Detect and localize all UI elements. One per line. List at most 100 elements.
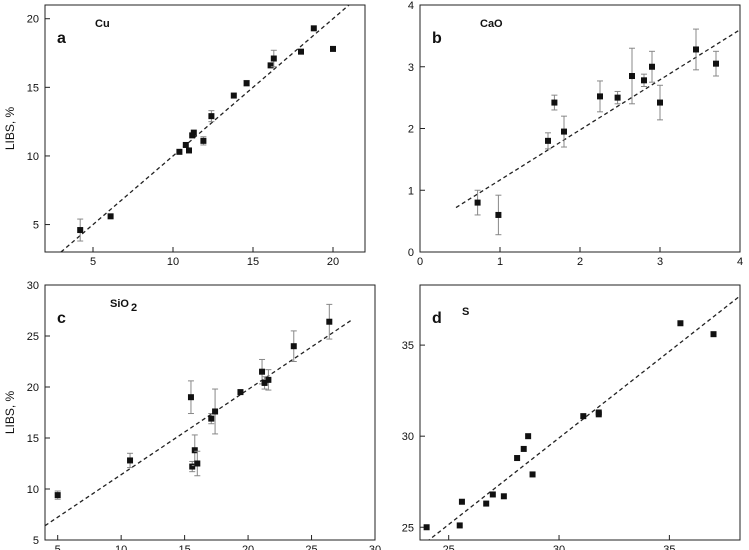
data-point [208, 415, 215, 422]
data-point [267, 62, 274, 69]
data-point [456, 522, 463, 529]
data-point [483, 500, 490, 507]
data-point [629, 73, 635, 80]
x-tick-label-d: 30 [553, 544, 565, 550]
x-tick-label-b: 3 [657, 256, 663, 268]
x-tick-label-c: 30 [369, 544, 381, 550]
panel-letter-a: a [57, 30, 66, 47]
panel-element-b: CaO [480, 18, 503, 30]
x-tick-label-a: 20 [327, 256, 339, 268]
data-point [710, 331, 717, 338]
plot-frame-a [44, 4, 366, 253]
y-tick-label-c: 25 [27, 331, 39, 343]
data-point [551, 99, 558, 106]
panel-d: 25 30 35 25 30 35 d S [402, 284, 741, 550]
data-point [561, 128, 567, 135]
fit-line-b [455, 29, 740, 209]
y-tick-label-b: 1 [408, 185, 414, 197]
data-point [597, 93, 603, 100]
panel-element-subscript-c: 2 [131, 302, 137, 314]
data-point [270, 55, 277, 62]
y-axis-title-a: LIBS, % [3, 106, 17, 150]
panel-c: 5 10 15 20 25 30 5 10 15 20 25 30 LIBS, % c SiO 2 [3, 280, 381, 550]
data-point [298, 48, 304, 55]
data-point [237, 389, 244, 396]
y-tick-label-a: 15 [27, 82, 39, 94]
data-point [657, 99, 663, 106]
x-tick-label-d: 35 [663, 544, 675, 550]
panel-letter-c: c [57, 310, 66, 327]
y-tick-label-a: 10 [27, 151, 39, 163]
x-tick-label-b: 1 [497, 256, 503, 268]
y-tick-label-b: 0 [408, 247, 414, 259]
x-tick-label-b: 4 [737, 256, 743, 268]
data-point [182, 141, 189, 148]
data-point [330, 45, 336, 52]
data-point [176, 148, 183, 155]
x-tick-label-a: 10 [167, 256, 179, 268]
y-tick-label-c: 5 [33, 535, 39, 547]
y-tick-label-a: 20 [27, 14, 39, 26]
y-tick-label-a: 5 [33, 220, 39, 232]
x-tick-label-c: 25 [305, 544, 317, 550]
data-point [265, 376, 272, 383]
data-point [230, 92, 237, 99]
panel-element-c: SiO [110, 298, 129, 310]
data-point [489, 491, 496, 498]
y-tick-label-b: 3 [408, 62, 414, 74]
y-tick-label-c: 30 [27, 280, 39, 292]
y-tick-label-c: 15 [27, 433, 39, 445]
data-point [326, 318, 333, 325]
data-point [200, 137, 207, 144]
y-tick-label-d: 25 [402, 522, 414, 534]
data-point [212, 408, 219, 415]
data-point [107, 213, 114, 220]
data-point [693, 46, 699, 53]
data-point [677, 320, 684, 327]
y-tick-label-c: 20 [27, 382, 39, 394]
x-tick-label-c: 20 [242, 544, 254, 550]
data-point [595, 409, 602, 416]
plot-frame-d [419, 284, 741, 541]
x-tick-label-b: 2 [577, 256, 583, 268]
y-tick-label-d: 35 [402, 340, 414, 352]
data-point [649, 63, 655, 70]
plot-frame-c [44, 284, 376, 541]
x-tick-label-d: 25 [443, 544, 455, 550]
data-point [580, 413, 587, 420]
data-point [54, 492, 61, 499]
data-point [525, 433, 532, 440]
y-tick-label-c: 10 [27, 484, 39, 496]
y-tick-label-b: 2 [408, 124, 414, 136]
y-tick-label-d: 30 [402, 431, 414, 443]
data-point [77, 227, 84, 234]
data-point [290, 343, 297, 350]
fit-line-c [45, 319, 353, 527]
x-tick-label-c: 10 [115, 544, 127, 550]
plot-content-d [423, 295, 740, 540]
data-point [310, 25, 317, 32]
data-point [189, 463, 196, 470]
panel-b: 0 1 2 3 4 0 1 2 3 4 b CaO [408, 0, 743, 268]
data-point [520, 445, 527, 452]
panel-element-d: S [462, 306, 469, 318]
plot-content-b [455, 28, 740, 236]
data-point [259, 368, 266, 375]
panel-element-a: Cu [95, 18, 110, 30]
plot-frame-b [419, 4, 741, 253]
data-point [458, 498, 465, 505]
data-point [529, 471, 536, 478]
fit-line-a [60, 5, 350, 252]
data-point [713, 60, 719, 67]
panel-letter-b: b [432, 30, 442, 47]
x-tick-label-a: 5 [90, 256, 96, 268]
data-point [186, 147, 192, 154]
panel-a: 5 10 15 20 5 10 15 20 LIBS, % a Cu [3, 4, 366, 268]
plot-content-a [60, 5, 350, 252]
data-point [545, 137, 551, 144]
x-tick-label-a: 15 [247, 256, 259, 268]
panel-letter-d: d [432, 310, 442, 327]
data-point [187, 394, 194, 401]
data-point [495, 211, 502, 218]
